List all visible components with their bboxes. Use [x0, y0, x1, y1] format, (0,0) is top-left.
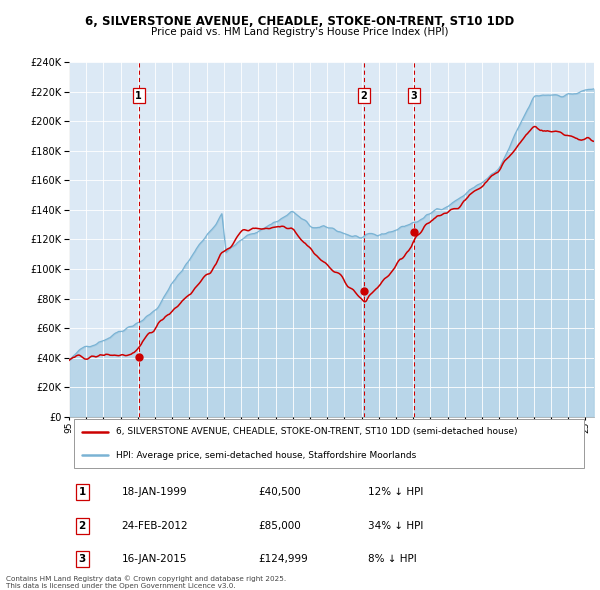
Text: 12% ↓ HPI: 12% ↓ HPI [368, 487, 424, 497]
Text: 18-JAN-1999: 18-JAN-1999 [121, 487, 187, 497]
Text: £124,999: £124,999 [258, 554, 308, 564]
Text: 1: 1 [136, 91, 142, 101]
Text: 1: 1 [79, 487, 86, 497]
Text: HPI: Average price, semi-detached house, Staffordshire Moorlands: HPI: Average price, semi-detached house,… [116, 451, 416, 460]
Text: 3: 3 [410, 91, 418, 101]
Text: Contains HM Land Registry data © Crown copyright and database right 2025.
This d: Contains HM Land Registry data © Crown c… [6, 576, 286, 589]
Text: 34% ↓ HPI: 34% ↓ HPI [368, 521, 424, 530]
FancyBboxPatch shape [74, 418, 583, 468]
Text: 2: 2 [361, 91, 367, 101]
Text: £85,000: £85,000 [258, 521, 301, 530]
Text: 16-JAN-2015: 16-JAN-2015 [121, 554, 187, 564]
Text: 8% ↓ HPI: 8% ↓ HPI [368, 554, 417, 564]
Text: 6, SILVERSTONE AVENUE, CHEADLE, STOKE-ON-TRENT, ST10 1DD: 6, SILVERSTONE AVENUE, CHEADLE, STOKE-ON… [85, 15, 515, 28]
Text: Price paid vs. HM Land Registry's House Price Index (HPI): Price paid vs. HM Land Registry's House … [151, 27, 449, 37]
Text: 6, SILVERSTONE AVENUE, CHEADLE, STOKE-ON-TRENT, ST10 1DD (semi-detached house): 6, SILVERSTONE AVENUE, CHEADLE, STOKE-ON… [116, 427, 518, 437]
Text: 3: 3 [79, 554, 86, 564]
Text: £40,500: £40,500 [258, 487, 301, 497]
Text: 24-FEB-2012: 24-FEB-2012 [121, 521, 188, 530]
Text: 2: 2 [79, 521, 86, 530]
